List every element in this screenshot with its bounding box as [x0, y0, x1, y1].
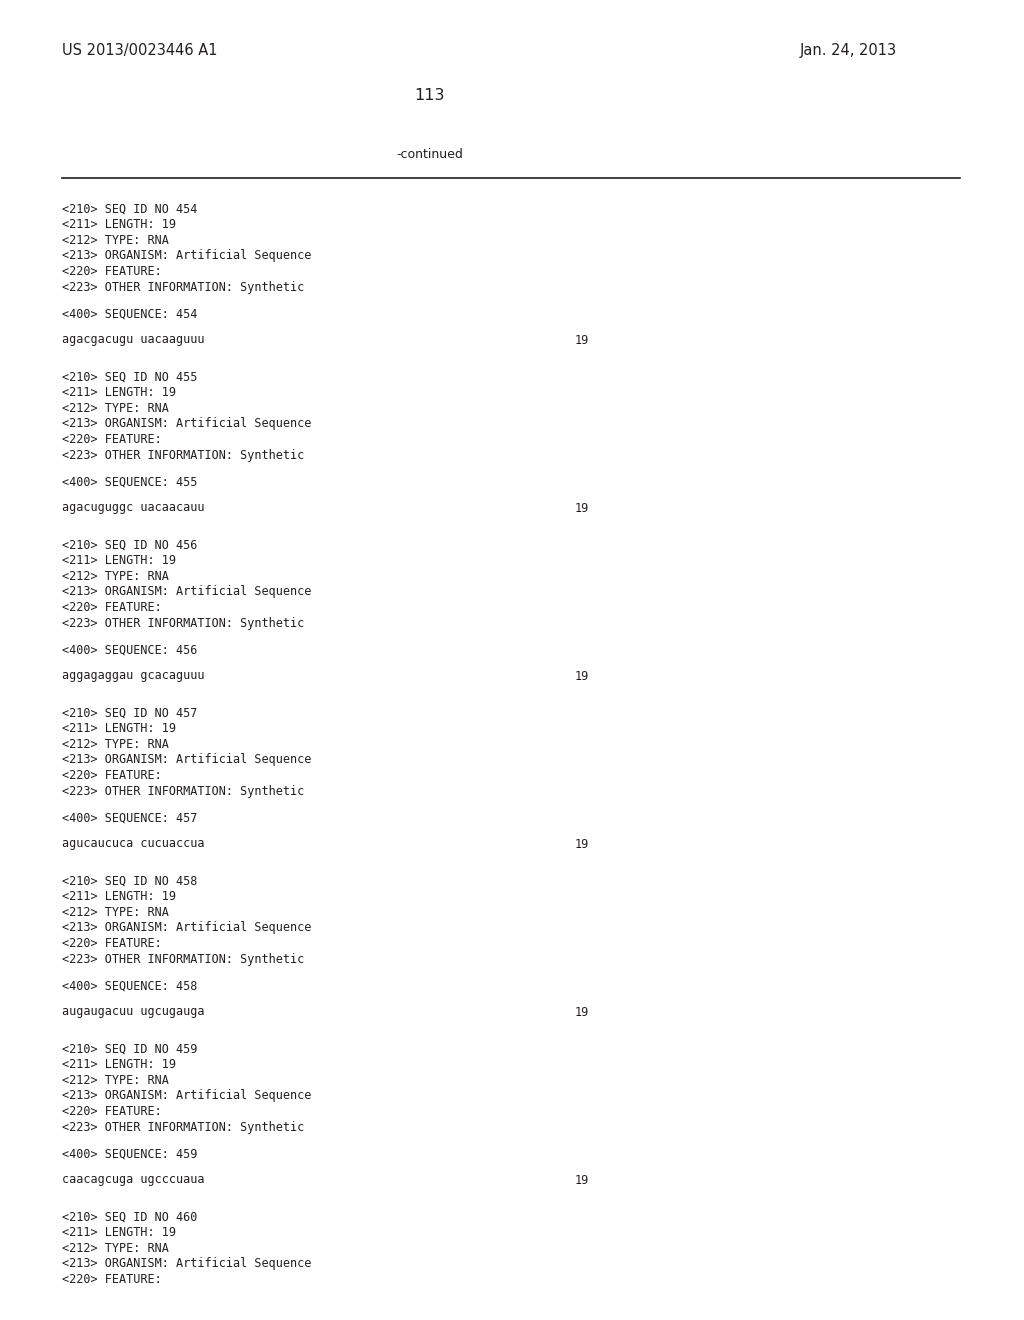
- Text: agucaucuca cucuaccua: agucaucuca cucuaccua: [62, 837, 205, 850]
- Text: 19: 19: [575, 669, 589, 682]
- Text: <400> SEQUENCE: 456: <400> SEQUENCE: 456: [62, 644, 198, 657]
- Text: <213> ORGANISM: Artificial Sequence: <213> ORGANISM: Artificial Sequence: [62, 417, 311, 430]
- Text: <220> FEATURE:: <220> FEATURE:: [62, 1272, 162, 1286]
- Text: <223> OTHER INFORMATION: Synthetic: <223> OTHER INFORMATION: Synthetic: [62, 1121, 304, 1134]
- Text: aggagaggau gcacaguuu: aggagaggau gcacaguuu: [62, 669, 205, 682]
- Text: 19: 19: [575, 334, 589, 346]
- Text: 113: 113: [415, 88, 445, 103]
- Text: <223> OTHER INFORMATION: Synthetic: <223> OTHER INFORMATION: Synthetic: [62, 281, 304, 293]
- Text: <213> ORGANISM: Artificial Sequence: <213> ORGANISM: Artificial Sequence: [62, 586, 311, 598]
- Text: <212> TYPE: RNA: <212> TYPE: RNA: [62, 570, 169, 583]
- Text: <211> LENGTH: 19: <211> LENGTH: 19: [62, 387, 176, 400]
- Text: <223> OTHER INFORMATION: Synthetic: <223> OTHER INFORMATION: Synthetic: [62, 784, 304, 797]
- Text: -continued: -continued: [396, 148, 464, 161]
- Text: augaugacuu ugcugauga: augaugacuu ugcugauga: [62, 1006, 205, 1019]
- Text: 19: 19: [575, 1006, 589, 1019]
- Text: <400> SEQUENCE: 455: <400> SEQUENCE: 455: [62, 477, 198, 488]
- Text: 19: 19: [575, 502, 589, 515]
- Text: <223> OTHER INFORMATION: Synthetic: <223> OTHER INFORMATION: Synthetic: [62, 616, 304, 630]
- Text: <212> TYPE: RNA: <212> TYPE: RNA: [62, 234, 169, 247]
- Text: <212> TYPE: RNA: <212> TYPE: RNA: [62, 738, 169, 751]
- Text: 19: 19: [575, 837, 589, 850]
- Text: <212> TYPE: RNA: <212> TYPE: RNA: [62, 906, 169, 919]
- Text: <211> LENGTH: 19: <211> LENGTH: 19: [62, 891, 176, 903]
- Text: <210> SEQ ID NO 460: <210> SEQ ID NO 460: [62, 1210, 198, 1224]
- Text: caacagcuga ugcccuaua: caacagcuga ugcccuaua: [62, 1173, 205, 1187]
- Text: <213> ORGANISM: Artificial Sequence: <213> ORGANISM: Artificial Sequence: [62, 1089, 311, 1102]
- Text: <210> SEQ ID NO 457: <210> SEQ ID NO 457: [62, 708, 198, 719]
- Text: <220> FEATURE:: <220> FEATURE:: [62, 1105, 162, 1118]
- Text: <210> SEQ ID NO 455: <210> SEQ ID NO 455: [62, 371, 198, 384]
- Text: <223> OTHER INFORMATION: Synthetic: <223> OTHER INFORMATION: Synthetic: [62, 953, 304, 965]
- Text: <211> LENGTH: 19: <211> LENGTH: 19: [62, 1226, 176, 1239]
- Text: <210> SEQ ID NO 454: <210> SEQ ID NO 454: [62, 203, 198, 216]
- Text: <220> FEATURE:: <220> FEATURE:: [62, 433, 162, 446]
- Text: <211> LENGTH: 19: <211> LENGTH: 19: [62, 554, 176, 568]
- Text: <400> SEQUENCE: 458: <400> SEQUENCE: 458: [62, 979, 198, 993]
- Text: US 2013/0023446 A1: US 2013/0023446 A1: [62, 44, 217, 58]
- Text: <220> FEATURE:: <220> FEATURE:: [62, 937, 162, 950]
- Text: <213> ORGANISM: Artificial Sequence: <213> ORGANISM: Artificial Sequence: [62, 754, 311, 767]
- Text: <400> SEQUENCE: 457: <400> SEQUENCE: 457: [62, 812, 198, 825]
- Text: agacuguggc uacaacauu: agacuguggc uacaacauu: [62, 502, 205, 515]
- Text: <210> SEQ ID NO 459: <210> SEQ ID NO 459: [62, 1043, 198, 1056]
- Text: <213> ORGANISM: Artificial Sequence: <213> ORGANISM: Artificial Sequence: [62, 1258, 311, 1270]
- Text: <211> LENGTH: 19: <211> LENGTH: 19: [62, 219, 176, 231]
- Text: <213> ORGANISM: Artificial Sequence: <213> ORGANISM: Artificial Sequence: [62, 921, 311, 935]
- Text: <212> TYPE: RNA: <212> TYPE: RNA: [62, 1242, 169, 1255]
- Text: <400> SEQUENCE: 454: <400> SEQUENCE: 454: [62, 308, 198, 321]
- Text: agacgacugu uacaaguuu: agacgacugu uacaaguuu: [62, 334, 205, 346]
- Text: <211> LENGTH: 19: <211> LENGTH: 19: [62, 722, 176, 735]
- Text: <223> OTHER INFORMATION: Synthetic: <223> OTHER INFORMATION: Synthetic: [62, 449, 304, 462]
- Text: 19: 19: [575, 1173, 589, 1187]
- Text: <213> ORGANISM: Artificial Sequence: <213> ORGANISM: Artificial Sequence: [62, 249, 311, 263]
- Text: <212> TYPE: RNA: <212> TYPE: RNA: [62, 1074, 169, 1086]
- Text: <220> FEATURE:: <220> FEATURE:: [62, 265, 162, 279]
- Text: <212> TYPE: RNA: <212> TYPE: RNA: [62, 403, 169, 414]
- Text: <220> FEATURE:: <220> FEATURE:: [62, 770, 162, 781]
- Text: Jan. 24, 2013: Jan. 24, 2013: [800, 44, 897, 58]
- Text: <400> SEQUENCE: 459: <400> SEQUENCE: 459: [62, 1148, 198, 1162]
- Text: <220> FEATURE:: <220> FEATURE:: [62, 601, 162, 614]
- Text: <210> SEQ ID NO 458: <210> SEQ ID NO 458: [62, 875, 198, 888]
- Text: <210> SEQ ID NO 456: <210> SEQ ID NO 456: [62, 539, 198, 552]
- Text: <211> LENGTH: 19: <211> LENGTH: 19: [62, 1059, 176, 1072]
